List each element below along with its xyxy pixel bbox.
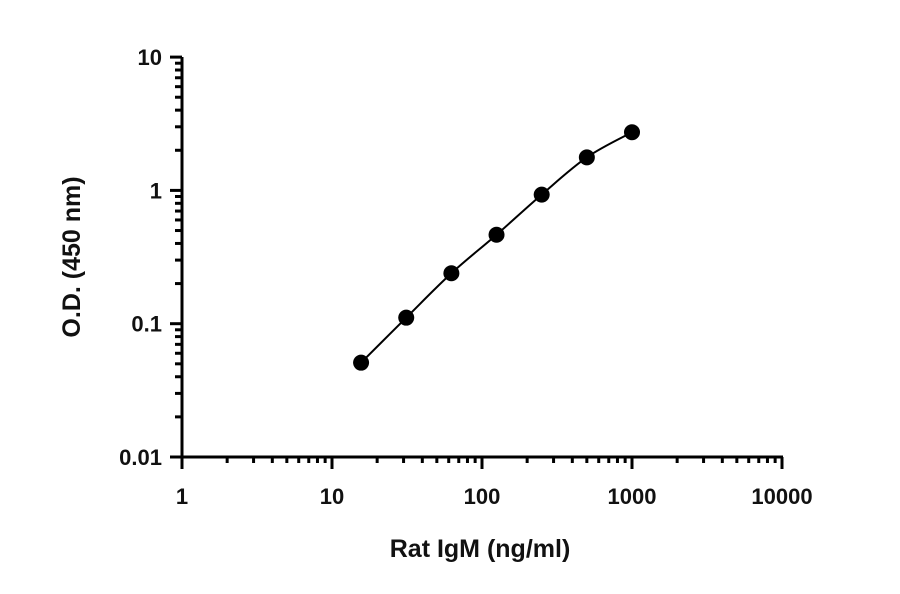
x-tick-label: 1	[176, 484, 188, 509]
y-axis-title: O.D. (450 nm)	[58, 176, 86, 337]
data-point	[533, 186, 550, 203]
data-point	[624, 124, 640, 141]
data-points	[353, 124, 640, 371]
x-tick-label: 10	[320, 484, 344, 509]
data-point	[488, 226, 505, 243]
data-point	[578, 149, 595, 166]
data-point	[443, 265, 460, 282]
y-tick-label: 1	[150, 178, 162, 203]
y-axis-ticks	[170, 55, 182, 459]
x-axis-title: Rat IgM (ng/ml)	[390, 535, 571, 563]
data-point	[353, 354, 370, 371]
x-tick-label: 100	[464, 484, 501, 509]
y-tick-label: 0.01	[119, 445, 162, 470]
y-tick-label: 10	[138, 45, 162, 70]
x-tick-label: 1000	[608, 484, 657, 509]
x-axis-tick-labels: 1 10 100 1000 10000	[176, 484, 813, 509]
y-tick-label: 0.1	[131, 312, 162, 337]
y-axis-tick-labels: 0.01 0.1 1 10	[119, 45, 162, 470]
fit-curve-line	[360, 131, 633, 364]
x-tick-label: 10000	[751, 484, 812, 509]
data-point	[398, 309, 415, 326]
x-axis-ticks	[180, 457, 784, 469]
